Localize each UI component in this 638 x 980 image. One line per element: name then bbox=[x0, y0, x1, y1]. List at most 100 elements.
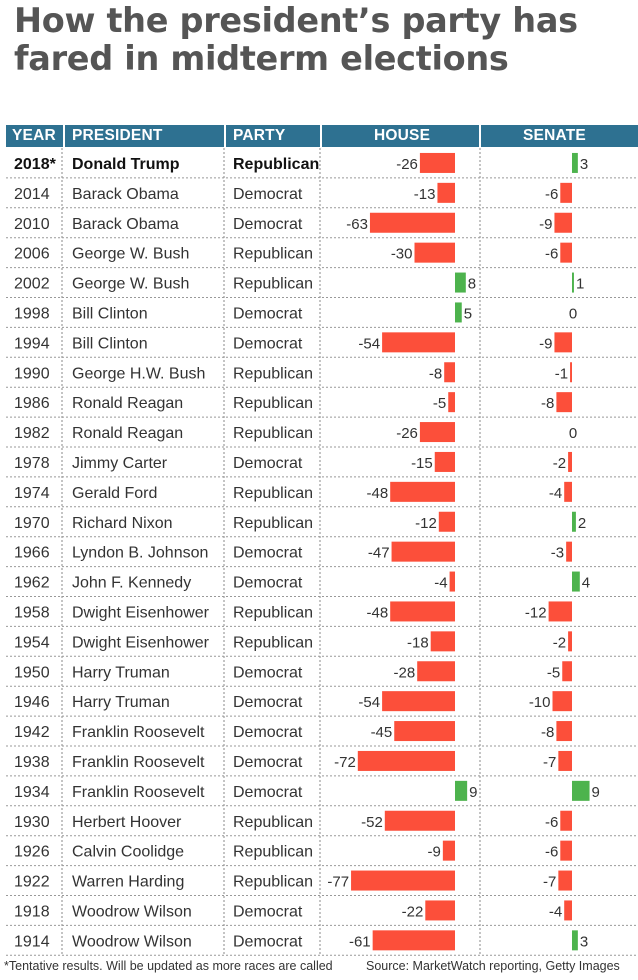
president-cell: Franklin Roosevelt bbox=[72, 754, 205, 771]
table-row: 1970 Richard Nixon Republican -12 2 bbox=[6, 511, 638, 538]
house-bar bbox=[419, 152, 455, 173]
year-cell: 1998 bbox=[14, 305, 50, 322]
party-cell: Republican bbox=[233, 515, 313, 532]
house-value-label: -61 bbox=[349, 933, 371, 950]
house-value-label: -28 bbox=[394, 664, 416, 681]
senate-value-label: -7 bbox=[543, 754, 556, 771]
table-row: 1930 Herbert Hoover Republican -52 -6 bbox=[6, 810, 638, 837]
footnote: *Tentative results. Will be updated as m… bbox=[4, 959, 333, 973]
table-row: 1994 Bill Clinton Democrat -54 -9 bbox=[6, 332, 638, 358]
senate-bar bbox=[558, 750, 572, 771]
senate-bar bbox=[548, 601, 572, 622]
party-cell: Republican bbox=[233, 634, 313, 651]
table-row: 1974 Gerald Ford Republican -48 -4 bbox=[6, 481, 638, 508]
senate-value-label: -7 bbox=[543, 874, 556, 891]
year-cell: 1978 bbox=[14, 455, 50, 472]
senate-value-label: -1 bbox=[555, 365, 568, 382]
table-row: 1982 Ronald Reagan Republican -26 0 bbox=[6, 422, 638, 448]
house-value-label: -30 bbox=[391, 246, 413, 263]
header-divider bbox=[63, 125, 65, 147]
house-value-label: -18 bbox=[407, 634, 429, 651]
table-row: 1962 John F. Kennedy Democrat -4 4 bbox=[6, 571, 638, 597]
source-note: Source: MarketWatch reporting, Getty Ima… bbox=[366, 959, 620, 973]
table-row: 1954 Dwight Eisenhower Republican -18 -2 bbox=[6, 631, 638, 657]
senate-value-label: 3 bbox=[580, 933, 588, 950]
house-bar bbox=[425, 900, 455, 921]
table-row: 1950 Harry Truman Democrat -28 -5 bbox=[6, 661, 638, 687]
house-bar bbox=[372, 930, 455, 951]
house-value-label: -13 bbox=[414, 186, 436, 203]
chart-title: How the president’s party has fared in m… bbox=[14, 1, 578, 78]
house-bar bbox=[419, 422, 455, 443]
president-cell: Calvin Coolidge bbox=[72, 844, 184, 861]
president-cell: Harry Truman bbox=[72, 664, 170, 681]
senate-value-label: -6 bbox=[545, 814, 558, 831]
year-cell: 1990 bbox=[14, 365, 50, 382]
senate-bar bbox=[556, 392, 572, 413]
house-value-label: -26 bbox=[396, 156, 418, 173]
year-cell: 1966 bbox=[14, 545, 50, 562]
year-cell: 1994 bbox=[14, 335, 50, 352]
president-cell: Ronald Reagan bbox=[72, 395, 183, 412]
president-cell: Lyndon B. Johnson bbox=[72, 545, 208, 562]
year-cell: 1918 bbox=[14, 903, 50, 920]
year-cell: 2006 bbox=[14, 246, 50, 263]
party-cell: Democrat bbox=[233, 305, 303, 322]
table-row: 1918 Woodrow Wilson Democrat -22 -4 bbox=[6, 900, 638, 926]
year-cell: 1930 bbox=[14, 814, 50, 831]
senate-bar bbox=[572, 930, 578, 951]
house-value-label: -5 bbox=[433, 395, 446, 412]
header-divider bbox=[479, 125, 481, 147]
house-bar bbox=[449, 571, 455, 592]
year-cell: 1938 bbox=[14, 754, 50, 771]
party-cell: Democrat bbox=[233, 903, 303, 920]
president-cell: Bill Clinton bbox=[72, 335, 148, 352]
house-value-label: -26 bbox=[396, 425, 418, 442]
party-cell: Democrat bbox=[233, 455, 303, 472]
house-bar bbox=[357, 750, 455, 771]
senate-bar bbox=[568, 631, 572, 652]
senate-bar bbox=[552, 691, 572, 712]
senate-bar bbox=[562, 661, 572, 682]
senate-bar bbox=[572, 511, 576, 532]
president-cell: Bill Clinton bbox=[72, 305, 148, 322]
president-cell: Franklin Roosevelt bbox=[72, 784, 205, 801]
year-cell: 2010 bbox=[14, 216, 50, 233]
house-value-label: -47 bbox=[368, 545, 390, 562]
senate-bar bbox=[568, 451, 572, 472]
house-bar bbox=[448, 392, 455, 413]
president-cell: Franklin Roosevelt bbox=[72, 724, 205, 741]
house-value-label: -77 bbox=[327, 874, 349, 891]
party-cell: Democrat bbox=[233, 694, 303, 711]
house-bar bbox=[351, 870, 455, 891]
party-cell: Democrat bbox=[233, 216, 303, 233]
senate-value-label: -9 bbox=[539, 335, 552, 352]
senate-value-label: -9 bbox=[539, 216, 552, 233]
table-row: 1914 Woodrow Wilson Democrat -61 3 bbox=[6, 930, 638, 956]
senate-value-label: -10 bbox=[529, 694, 551, 711]
president-cell: Harry Truman bbox=[72, 694, 170, 711]
president-cell: Donald Trump bbox=[72, 156, 180, 173]
president-cell: Herbert Hoover bbox=[72, 814, 182, 831]
president-cell: Gerald Ford bbox=[72, 485, 157, 502]
house-bar bbox=[382, 691, 455, 712]
house-bar bbox=[455, 302, 462, 323]
senate-value-label: -6 bbox=[545, 844, 558, 861]
president-cell: George W. Bush bbox=[72, 246, 189, 263]
house-bar bbox=[438, 511, 455, 532]
house-bar bbox=[434, 451, 455, 472]
header-senate: SENATE bbox=[523, 127, 586, 144]
header-divider bbox=[320, 125, 322, 147]
senate-value-label: -2 bbox=[553, 634, 566, 651]
house-value-label: -9 bbox=[428, 844, 441, 861]
president-cell: Warren Harding bbox=[72, 874, 184, 891]
table-row: 1966 Lyndon B. Johnson Democrat -47 -3 bbox=[6, 541, 638, 568]
table-row: 2006 George W. Bush Republican -30 -6 bbox=[6, 242, 638, 269]
house-value-label: -54 bbox=[358, 694, 380, 711]
house-value-label: 5 bbox=[464, 305, 472, 322]
president-cell: Woodrow Wilson bbox=[72, 933, 192, 950]
president-cell: Jimmy Carter bbox=[72, 455, 168, 472]
party-cell: Democrat bbox=[233, 664, 303, 681]
year-cell: 1934 bbox=[14, 784, 50, 801]
senate-value-label: -5 bbox=[547, 664, 560, 681]
